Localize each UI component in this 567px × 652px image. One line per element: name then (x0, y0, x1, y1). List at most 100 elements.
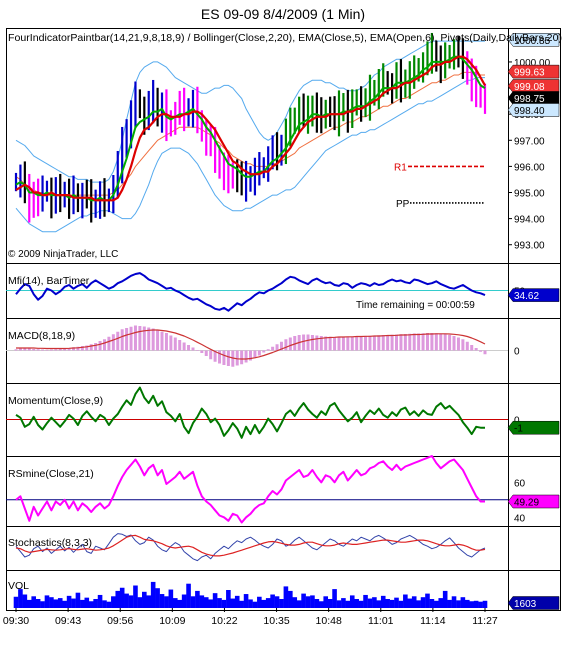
volume-bar (13, 596, 19, 608)
macd-histogram-bar (151, 328, 155, 351)
volume-bar (119, 587, 125, 608)
volume-bar (199, 595, 205, 608)
volume-bar (102, 600, 107, 608)
volume-bar (155, 588, 160, 608)
volume-bar (305, 596, 311, 608)
volume-bar (111, 596, 116, 608)
volume-bar (301, 593, 306, 608)
macd-histogram-bar (14, 349, 18, 351)
macd-histogram-bar (412, 333, 416, 351)
macd-histogram-bar (49, 349, 53, 351)
volume-bar (40, 601, 45, 608)
macd-histogram-bar (18, 348, 22, 351)
macd-histogram-bar (23, 348, 27, 351)
volume-bar (376, 600, 382, 608)
time-axis-tick-label: 10:09 (159, 615, 185, 627)
macd-histogram-bar (479, 350, 483, 352)
macd-histogram-bar (333, 337, 337, 351)
volume-bar (442, 590, 448, 608)
time-axis-tick-label: 11:27 (472, 615, 498, 627)
macd-histogram-bar (315, 335, 319, 351)
macd-histogram-bar (390, 334, 394, 351)
volume-bar (26, 599, 32, 608)
price-tag-bg (507, 33, 560, 47)
volume-bar (226, 590, 231, 608)
volume-bar (128, 595, 134, 608)
volume-bar (133, 585, 138, 608)
volume-bar (252, 601, 258, 608)
macd-histogram-bar (204, 350, 208, 356)
volume-bar (208, 599, 213, 608)
volume-bar (186, 583, 191, 608)
volume-bar (389, 599, 395, 608)
volume-bar (411, 596, 417, 608)
macd-histogram-bar (36, 349, 40, 351)
momentum-value-tag: -1 (507, 420, 560, 435)
pivot-label-r1: R1 (394, 162, 407, 173)
time-axis-tick-label: 10:35 (263, 615, 289, 627)
volume-bar (62, 600, 67, 608)
macd-histogram-bar (257, 350, 261, 356)
volume-bar (88, 601, 94, 608)
macd-histogram-bar (142, 326, 146, 351)
volume-bar (230, 598, 236, 608)
macd-y-tick-label: 0 (514, 347, 520, 358)
bar-timer-text: Time remaining = 00:00:59 (356, 300, 475, 311)
macd-histogram-bar (32, 349, 36, 351)
macd-histogram-bar (222, 350, 226, 365)
time-axis-tick-label: 10:22 (211, 615, 237, 627)
macd-histogram-bar (85, 345, 89, 351)
macd-histogram-bar (138, 326, 142, 351)
macd-histogram-bar (120, 329, 124, 351)
volume-bar (190, 596, 196, 608)
mfi-value-tag: 34.62 (507, 288, 560, 302)
volume-bar (327, 599, 333, 608)
macd-histogram-bar (67, 348, 71, 351)
price-tag: 1000.85 (507, 33, 560, 47)
volume-bar (469, 601, 475, 608)
macd-histogram-bar (94, 343, 98, 351)
macd-histogram-bar (107, 336, 111, 351)
volume-bar (420, 597, 426, 608)
price-y-tick-label: 995.00 (514, 189, 545, 200)
macd-histogram-bar (474, 348, 478, 351)
stochastics-panel-title: Stochastics(8,3,3) (8, 537, 92, 549)
volume-bar (243, 594, 249, 608)
volume-bar (296, 600, 302, 608)
copyright-text: © 2009 NinjaTrader, LLC (8, 249, 118, 260)
momentum-value-tag-bg (507, 420, 560, 435)
macd-histogram-bar (341, 337, 345, 351)
volume-bar (367, 598, 373, 608)
volume-bar (363, 594, 368, 608)
volume-bar (261, 599, 267, 608)
rsi-y-tick-label: 60 (514, 478, 526, 489)
volume-bar (203, 597, 209, 608)
volume-bar (358, 600, 364, 608)
momentum-line (15, 386, 485, 439)
macd-histogram-bar (76, 346, 80, 351)
macd-histogram-bar (200, 350, 204, 353)
time-axis-tick-label: 09:30 (3, 615, 29, 627)
price-tag-bg (507, 79, 560, 93)
macd-histogram-bar (235, 350, 239, 366)
macd-histogram-bar (213, 350, 217, 362)
volume-bar (22, 594, 28, 608)
price-y-tick-label: 997.00 (514, 136, 545, 147)
time-axis: 09:30 09:43 09:56 10:09 10:22 10:35 10:48 11:01… (3, 608, 498, 627)
volume-bar (398, 600, 404, 608)
volume-value-tag-bg (507, 596, 560, 610)
volume-bar (212, 593, 218, 608)
macd-histogram-bar (306, 334, 310, 351)
volume-bar (71, 598, 76, 608)
volume-bar (465, 599, 470, 608)
price-tag-bg (507, 64, 560, 79)
volume-bar (288, 590, 293, 608)
macd-histogram (14, 325, 487, 367)
price-tag: 998.40 (507, 103, 560, 117)
momentum-value-tag-label: -1 (514, 424, 523, 435)
price-tag-bg (507, 103, 560, 117)
volume-bar (429, 599, 435, 608)
volume-bar (341, 598, 346, 608)
volume-bar (283, 586, 289, 608)
